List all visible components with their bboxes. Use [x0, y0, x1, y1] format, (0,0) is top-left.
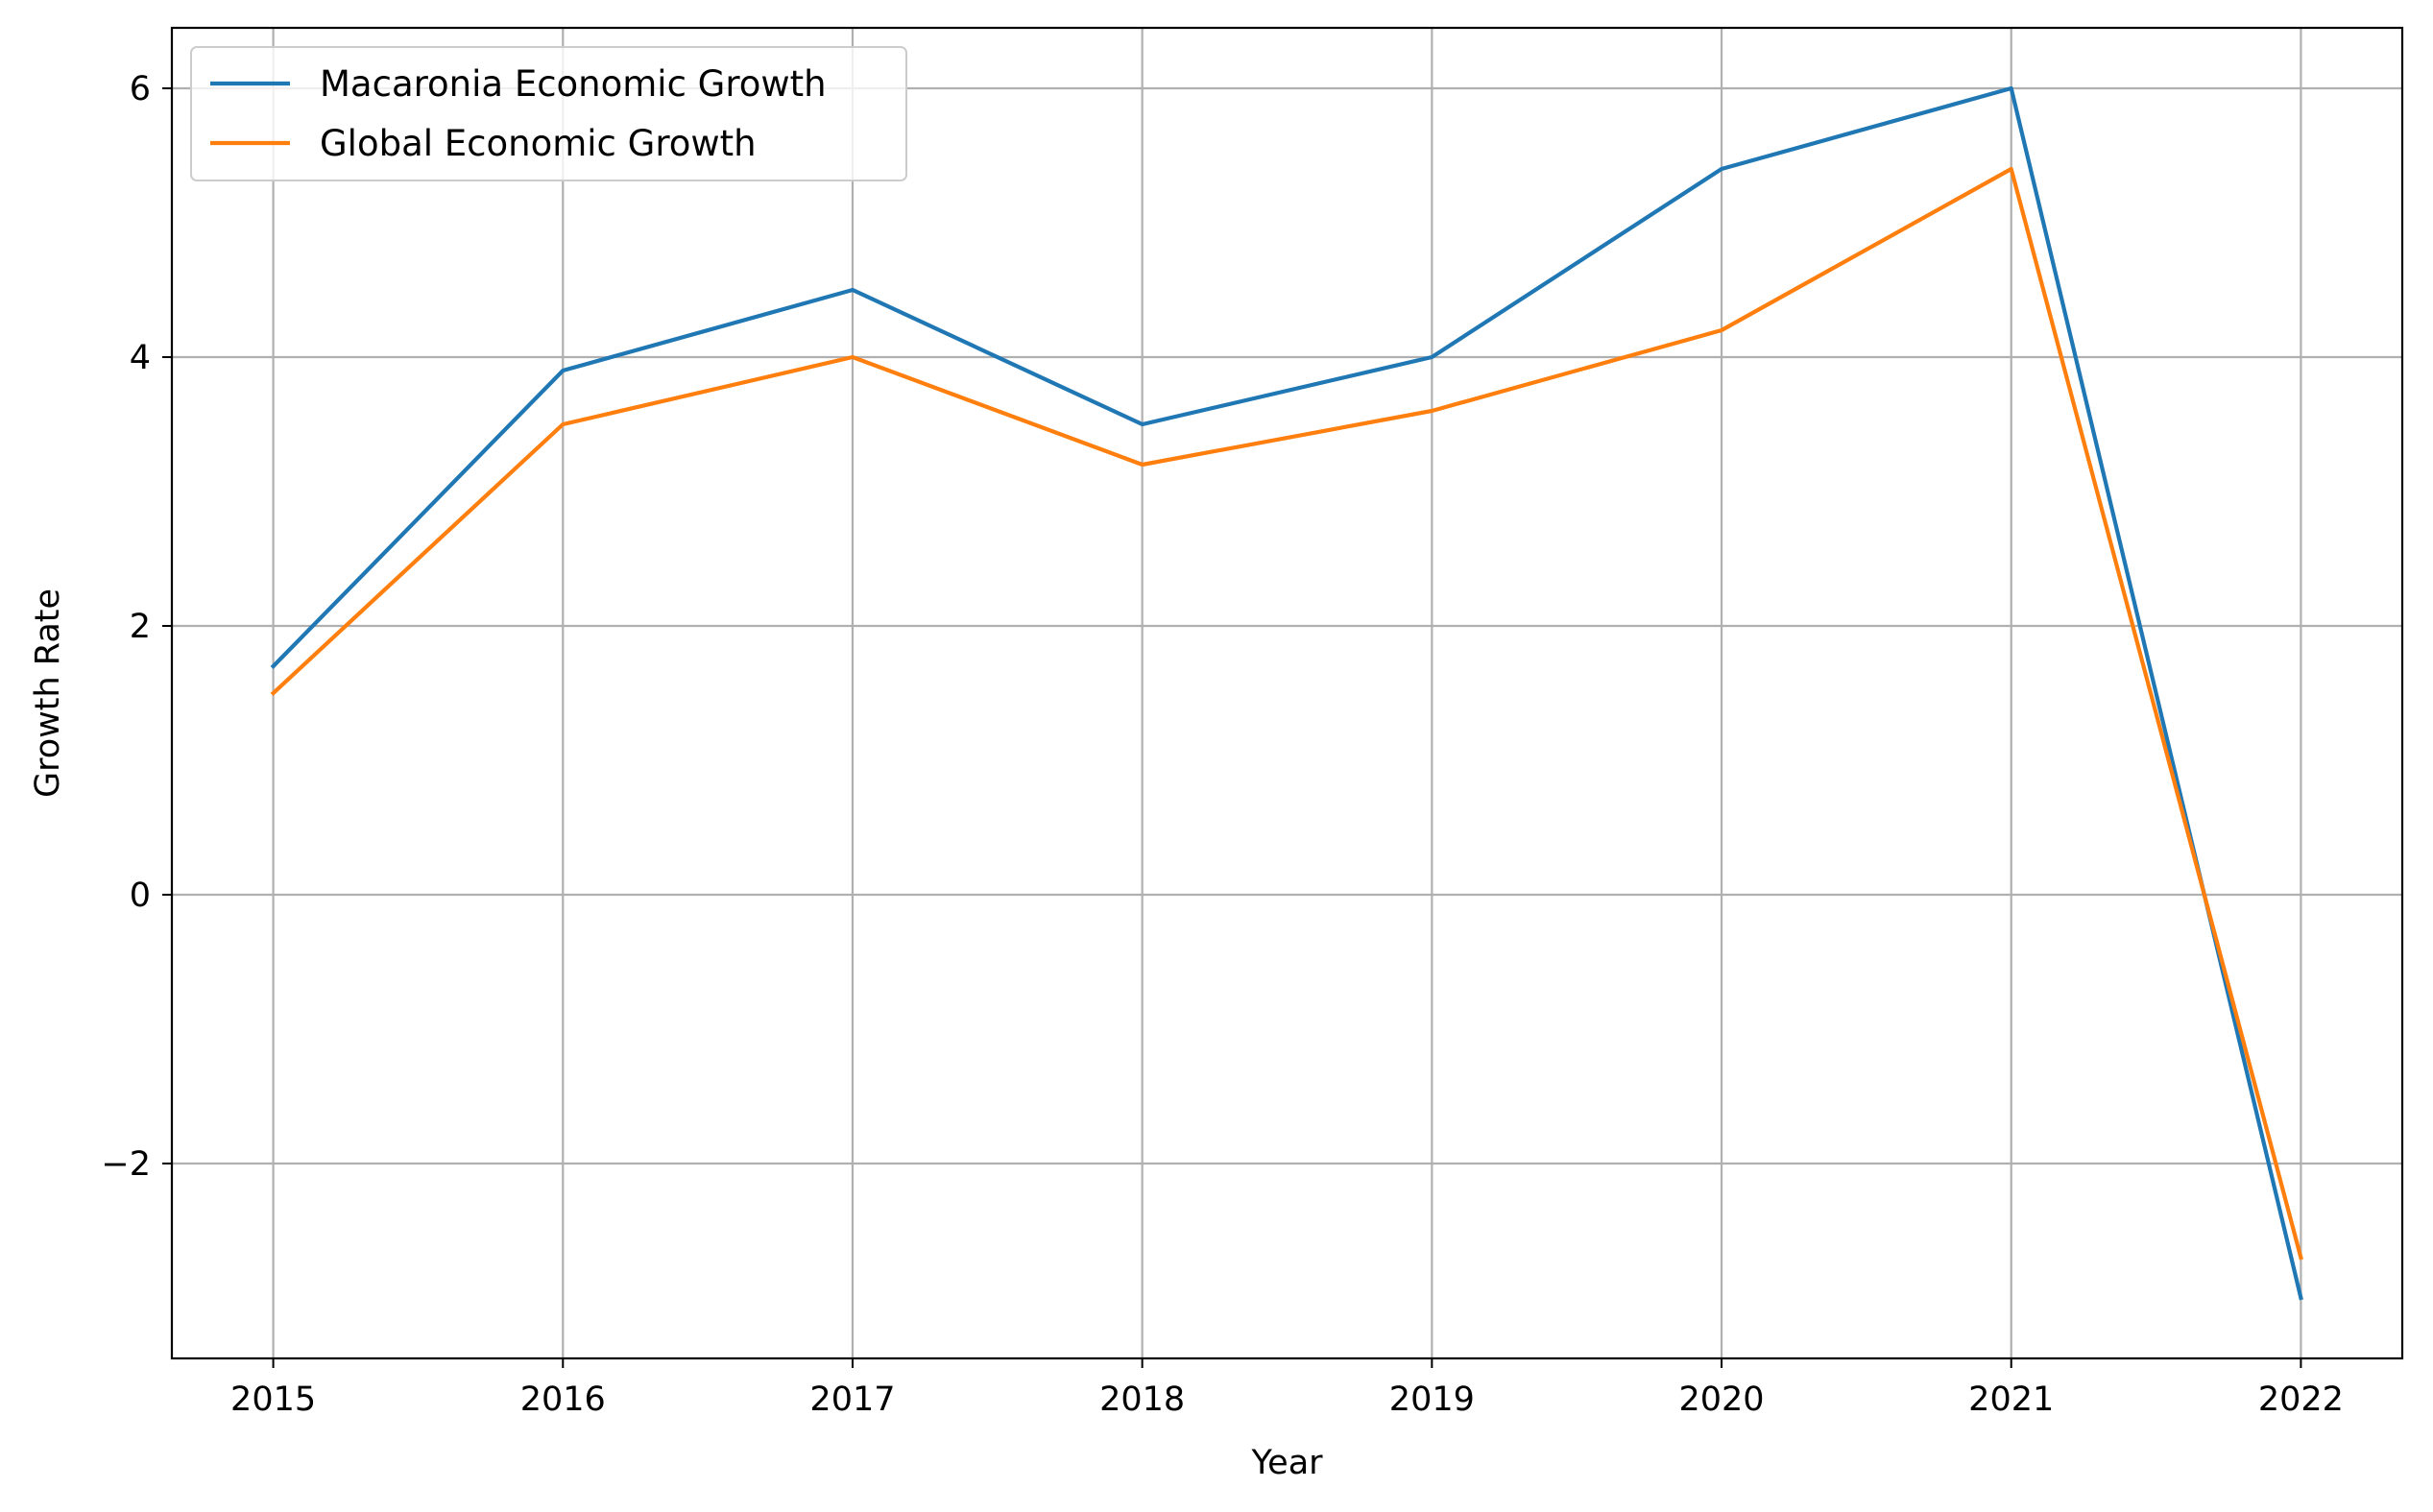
- x-tick-label: 2020: [1678, 1380, 1764, 1419]
- plot-frame: [170, 26, 2404, 1360]
- x-tick-label: 2016: [520, 1380, 606, 1419]
- y-tick-label: −2: [101, 1145, 151, 1184]
- series-line-1: [270, 85, 2303, 1301]
- legend: Macaronia Economic Growth Global Economic…: [190, 46, 907, 181]
- y-tick-label: 0: [130, 876, 151, 915]
- series-line-2: [270, 166, 2303, 1260]
- y-tick-label: 6: [130, 70, 151, 108]
- x-tick-label: 2015: [230, 1380, 316, 1419]
- x-tick-label: 2017: [809, 1380, 895, 1419]
- x-tick-label: 2018: [1099, 1380, 1185, 1419]
- x-tick-label: 2019: [1389, 1380, 1475, 1419]
- y-tick-label: 4: [130, 339, 151, 377]
- x-tick-label: 2021: [1968, 1380, 2054, 1419]
- x-axis-label: Year: [1250, 1444, 1323, 1482]
- grid: [172, 28, 2402, 1358]
- axis-ticks: 2015 2016 2017 2018 2019 2020 2021 2022 −2 0 2 4 6: [101, 70, 2344, 1419]
- legend-label: Macaronia Economic Growth: [320, 63, 827, 105]
- legend-box: [190, 46, 907, 181]
- y-tick-label: 2: [130, 608, 151, 646]
- series-lines: [270, 85, 2303, 1301]
- x-tick-label: 2022: [2258, 1380, 2344, 1419]
- y-axis-label: Growth Rate: [29, 588, 67, 798]
- legend-label: Global Economic Growth: [320, 123, 757, 164]
